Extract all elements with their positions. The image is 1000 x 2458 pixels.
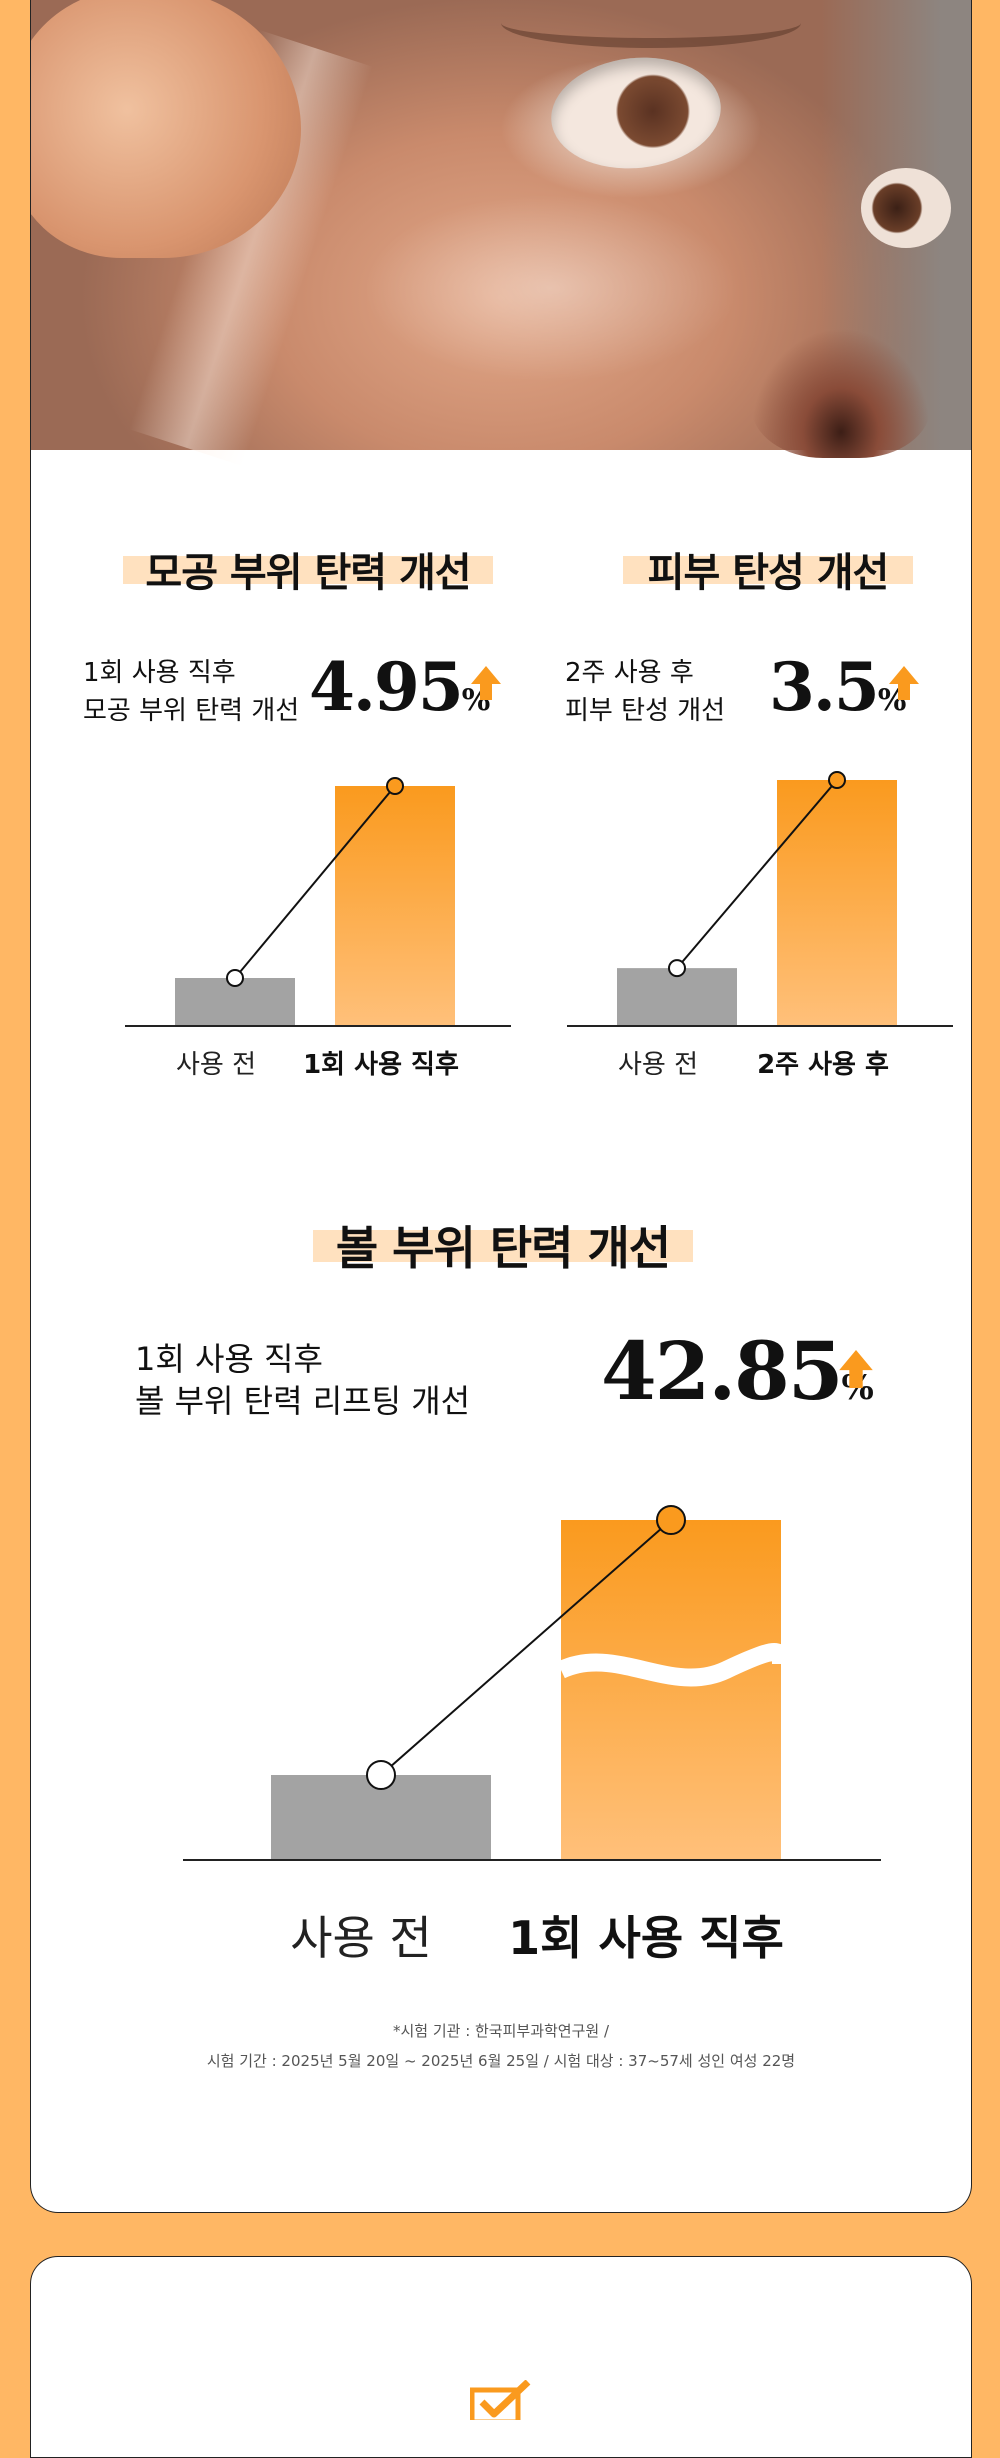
next-section-card	[30, 2256, 972, 2458]
footnote-line1: *시험 기관 : 한국피부과학연구원 /	[392, 2022, 610, 2040]
chart-cheek	[183, 1505, 881, 1861]
axis-break-wave	[557, 1643, 790, 1687]
stat-value-elasticity: 3.5%	[769, 648, 906, 726]
title-highlight	[123, 556, 493, 584]
up-arrow-icon	[471, 666, 501, 700]
footnote: *시험 기관 : 한국피부과학연구원 / 시험 기간 : 2025년 5월 20…	[31, 2016, 971, 2076]
hero-hand	[31, 0, 301, 258]
hero-skin-sheen	[331, 178, 771, 398]
x-label-after-pore: 1회 사용 직후	[303, 1050, 459, 1080]
bar-after	[335, 786, 455, 1026]
stat-label-cheek: 1회 사용 직후 볼 부위 탄력 리프팅 개선	[135, 1338, 470, 1422]
chart-title-cheek: 볼 부위 탄력 개선	[335, 1221, 671, 1275]
trend-point-after	[656, 1505, 686, 1535]
up-arrow-icon	[839, 1350, 873, 1388]
x-label-after-elasticity: 2주 사용 후	[757, 1050, 889, 1080]
bar-before	[617, 968, 737, 1026]
title-highlight	[623, 556, 913, 584]
results-card: 모공 부위 탄력 개선 1회 사용 직후 모공 부위 탄력 개선 4.95% 사…	[30, 0, 972, 2213]
x-label-before-cheek: 사용 전	[290, 1911, 432, 1965]
stat-label-line2: 모공 부위 탄력 개선	[83, 696, 300, 726]
stat-label-line1: 1회 사용 직후	[83, 658, 236, 688]
chart-elasticity	[567, 771, 953, 1027]
trend-line	[234, 785, 396, 979]
trend-point-before	[226, 969, 244, 987]
trend-point-before	[668, 959, 686, 978]
hero-eyebrow	[501, 0, 801, 48]
trend-line	[380, 1519, 672, 1776]
stat-number: 42.85	[601, 1324, 844, 1418]
hero-eye	[545, 49, 727, 177]
chart-pore	[125, 777, 511, 1027]
trend-point-after	[828, 771, 846, 789]
stat-label-pore: 1회 사용 직후 모공 부위 탄력 개선	[83, 654, 299, 730]
stat-label-elasticity: 2주 사용 후 피부 탄성 개선	[565, 654, 725, 730]
up-arrow-icon	[889, 666, 919, 700]
stat-value-cheek: 42.85%	[601, 1324, 874, 1418]
stat-number: 4.95	[309, 648, 464, 726]
bar-after	[777, 780, 897, 1026]
hero-eye-second	[861, 168, 951, 248]
hero-nose	[751, 328, 931, 458]
stat-value-pore: 4.95%	[309, 648, 490, 726]
x-label-before-pore: 사용 전	[175, 1050, 257, 1080]
chart-title-pore: 모공 부위 탄력 개선	[145, 550, 471, 596]
bar-after	[561, 1520, 781, 1860]
stat-label-line1: 2주 사용 후	[565, 658, 694, 688]
hero-photo	[31, 0, 971, 467]
trend-line	[676, 779, 838, 969]
stat-label-line2: 피부 탄성 개선	[565, 696, 726, 726]
stat-label-line2: 볼 부위 탄력 리프팅 개선	[135, 1382, 471, 1420]
x-label-before-elasticity: 사용 전	[617, 1050, 699, 1080]
chart-title-elasticity: 피부 탄성 개선	[647, 550, 890, 596]
trend-point-before	[366, 1760, 396, 1790]
stat-label-line1: 1회 사용 직후	[135, 1340, 323, 1378]
footnote-line2: 시험 기간 : 2025년 5월 20일 ~ 2025년 6월 25일 / 시험…	[206, 2052, 796, 2070]
stat-number: 3.5	[769, 648, 880, 726]
title-highlight	[313, 1230, 693, 1262]
check-badge-icon	[470, 2380, 531, 2420]
x-label-after-cheek: 1회 사용 직후	[508, 1911, 784, 1965]
trend-point-after	[386, 777, 404, 795]
